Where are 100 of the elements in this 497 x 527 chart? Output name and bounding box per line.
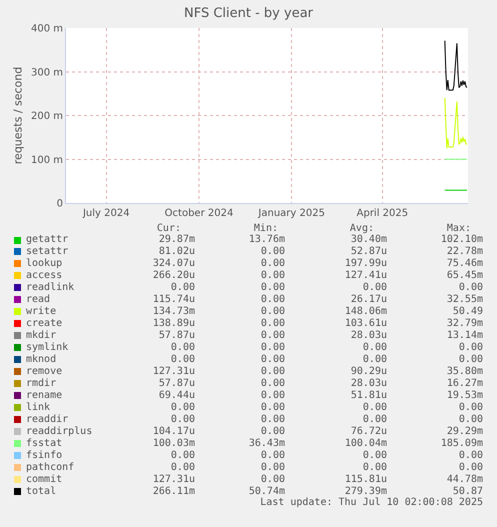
text: 0.00 [362,342,387,354]
legend-label: symlink [26,342,68,354]
line-series [444,98,468,149]
text: 103.61u [344,318,387,330]
text: 0.00 [362,462,387,474]
text: 0.00 [362,414,387,426]
text: 65.45m [446,270,483,282]
legend-label: lookup [26,258,62,270]
text: Avg: [350,223,374,234]
text: 0.00 [170,354,195,366]
legend-label: fsstat [26,438,62,450]
text: 35.80m [446,366,483,378]
text: 115.81u [344,474,387,486]
text: 0.00 [170,342,195,354]
text: 324.07u [152,258,195,270]
text: 100.04m [344,438,387,450]
text: 0.00 [260,318,285,330]
text: 0.00 [260,258,285,270]
text: 13.76m [248,234,285,246]
text: 50.49 [452,306,483,318]
text: 22.78m [446,246,483,258]
text: 90.29u [350,366,387,378]
text: 30.40m [350,234,387,246]
x-tick-label: January 2025 [257,208,325,219]
legend-label: getattr [26,234,68,246]
legend-label: setattr [26,246,68,258]
text: 0.00 [170,282,195,294]
y-tick-label: 400 m [30,24,63,34]
text: 0.00 [260,294,285,306]
text: 0.00 [260,450,285,462]
text: 32.79m [446,318,483,330]
text: 266.11m [152,486,195,498]
text: 57.87u [158,330,195,342]
text: 0.00 [170,450,195,462]
legend-label: read [26,294,50,306]
text: 0.00 [260,246,285,258]
text: 0.00 [458,354,483,366]
text: 0.00 [260,474,285,486]
legend-label: readdirplus [26,426,92,438]
legend-label: mknod [26,354,56,366]
legend-label: link [26,402,50,414]
y-axis-title: requests / second [12,66,25,164]
text: 81.02u [158,246,195,258]
text: 16.27m [446,378,483,390]
text: 115.74u [152,294,195,306]
legend-label: fsinfo [26,450,62,462]
text: 0.00 [458,450,483,462]
text: 44.78m [446,474,483,486]
legend-label: rmdir [26,378,56,390]
text: 0.00 [260,330,285,342]
text: 26.17u [350,294,387,306]
text: 50.74m [248,486,285,498]
text: 0.00 [458,462,483,474]
text: 69.44u [158,390,195,402]
text: 0.00 [260,378,285,390]
text: 138.89u [152,318,195,330]
text: 197.99u [344,258,387,270]
text: 32.55m [446,294,483,306]
text: 279.39m [344,486,387,497]
text: Last update: Thu Jul 10 02:00:08 2025 [260,497,483,509]
text: 0.00 [260,414,285,426]
chart-title: NFS Client - by year [184,6,314,22]
text: 57.87u [158,378,195,390]
text: 0.00 [362,354,387,366]
text: 0.00 [170,414,195,426]
legend-label: total [26,486,56,498]
text: 102.10m [440,234,483,246]
text: 134.73m [152,306,195,318]
text: 0.00 [260,426,285,438]
legend-label: pathconf [26,462,74,474]
y-tick-label: 300 m [30,67,63,78]
text: 52.87u [350,246,387,258]
text: 0.00 [260,354,285,366]
x-tick-label: April 2025 [356,208,408,219]
text: 28.03u [350,378,387,390]
legend-label: readdir [26,414,68,426]
legend-label: create [26,318,62,330]
text: 0.00 [260,366,285,378]
legend-label: mkdir [26,330,56,342]
text: 0.00 [260,282,285,294]
text: 127.31u [152,474,195,486]
text: 29.87m [158,234,195,246]
text: 50.87 [452,486,483,498]
text: 0.00 [362,450,387,462]
text: 0.00 [260,462,285,474]
y-tick-label: 200 m [30,111,63,122]
text: Max: [446,223,471,234]
text: 185.09m [440,438,483,450]
text: 29.29m [446,426,483,438]
y-tick-label: 0 [56,198,63,210]
text: 0.00 [458,402,483,414]
text: 76.72u [350,426,387,438]
text: 51.81u [350,390,387,402]
text: 36.43m [248,438,285,450]
line-series [444,40,468,91]
text: 266.20u [152,270,195,282]
legend-label: write [26,306,56,318]
text: 0.00 [458,414,483,426]
text: 0.00 [458,342,483,354]
text: 0.00 [362,402,387,414]
